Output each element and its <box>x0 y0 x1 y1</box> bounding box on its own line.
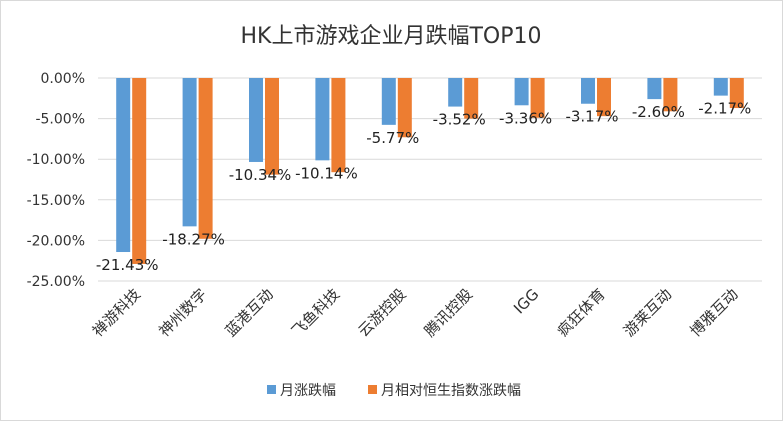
bar-relative-change <box>530 78 545 118</box>
bar-monthly-change <box>514 78 529 106</box>
data-label: -5.77% <box>366 129 419 147</box>
legend-swatch <box>267 385 276 394</box>
x-category-label: 飞鱼科技 <box>288 285 343 340</box>
bar-monthly-change <box>116 78 131 253</box>
data-label: -2.60% <box>632 103 685 121</box>
bar-monthly-change <box>647 78 662 100</box>
legend-label: 月相对恒生指数涨跌幅 <box>381 383 521 399</box>
bars: -21.43%-18.27% -10.34% -10.14% -5.77% -3.52%… <box>96 78 751 274</box>
y-tick-label: -20.00% <box>27 233 85 249</box>
bar-monthly-change <box>581 78 595 104</box>
data-label: -2.17% <box>698 100 751 118</box>
y-tick-label: -10.00% <box>27 152 85 168</box>
legend: 月涨跌幅 月相对恒生指数涨跌幅 <box>267 383 521 399</box>
bar-monthly-change <box>713 78 728 96</box>
data-label: -10.14% <box>295 164 358 182</box>
y-tick-label: -15.00% <box>27 193 85 209</box>
y-axis: 0.00% -5.00% -10.00% -15.00% -20.00% -25.00% <box>27 71 85 290</box>
data-label: -18.27% <box>162 230 225 248</box>
bar-relative-change <box>397 78 412 138</box>
data-label: -3.36% <box>499 109 552 127</box>
x-category-label: 腾讯控股 <box>421 285 476 340</box>
y-tick-label: -5.00% <box>35 112 85 128</box>
bar-monthly-change <box>249 78 263 162</box>
bar-relative-change <box>663 78 678 112</box>
bar-relative-change <box>331 78 346 173</box>
data-label: -3.52% <box>433 111 486 129</box>
x-category-label: IGG <box>510 285 542 317</box>
y-tick-label: -25.00% <box>27 274 85 290</box>
bar-relative-change <box>597 78 611 117</box>
x-category-label: 游莱互动 <box>620 285 675 340</box>
data-label: -3.17% <box>565 108 618 126</box>
data-label: -21.43% <box>96 256 159 274</box>
bar-relative-change <box>132 78 147 264</box>
data-label: -10.34% <box>229 166 292 184</box>
bar-relative-change <box>464 78 479 119</box>
legend-swatch <box>368 385 377 394</box>
chart-title: HK上市游戏企业月跌幅TOP10 <box>241 24 542 49</box>
bar-monthly-change <box>448 78 463 107</box>
x-category-label: 疯狂体育 <box>554 285 609 340</box>
bar-relative-change <box>265 78 279 175</box>
bar-monthly-change <box>182 78 197 227</box>
x-category-label: 禅游科技 <box>89 285 144 340</box>
bar-relative-change <box>198 78 213 239</box>
x-category-label: 云游控股 <box>354 285 409 340</box>
x-category-label: 博雅互动 <box>686 285 741 340</box>
y-tick-label: 0.00% <box>41 71 85 87</box>
x-category-label: 蓝港互动 <box>222 285 277 340</box>
bar-monthly-change <box>315 78 330 161</box>
x-category-label: 神州数字 <box>155 285 210 340</box>
x-axis: 禅游科技 神州数字 蓝港互动 飞鱼科技 云游控股 腾讯控股 IGG 疯狂体育 游莱互动 博雅互动 <box>89 285 742 340</box>
legend-label: 月涨跌幅 <box>280 383 336 399</box>
bar-monthly-change <box>381 78 396 125</box>
bar-relative-change <box>729 78 744 109</box>
